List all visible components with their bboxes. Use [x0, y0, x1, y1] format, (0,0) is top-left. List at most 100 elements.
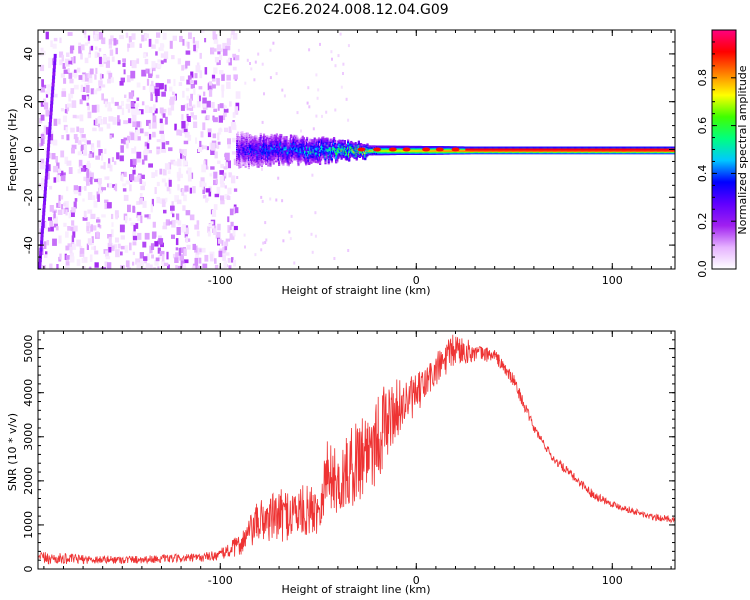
spectrogram-cell: [232, 227, 236, 236]
spectrogram-cell: [117, 60, 121, 65]
spectrogram-cell: [169, 86, 173, 92]
spectrogram-cell: [345, 157, 349, 160]
spectrogram-cell: [183, 248, 187, 256]
spectrogram-cell: [213, 228, 217, 235]
spectrogram-cell: [161, 112, 164, 116]
spectrogram-cell: [172, 213, 175, 218]
spectrogram-cell: [345, 97, 348, 101]
spectrogram-cell: [95, 46, 98, 50]
spectrogram-cell: [202, 186, 205, 194]
spectrogram-cell: [119, 35, 124, 40]
spectrogram-cell: [93, 31, 97, 39]
spectrogram-cell: [95, 155, 100, 160]
spectrogram-cell: [71, 220, 75, 226]
spectrogram-cell: [254, 60, 257, 64]
spectrogram-cell: [187, 75, 192, 80]
spectrogram-cell: [58, 194, 61, 201]
spectrogram-cell: [257, 52, 260, 56]
spectrogram-cell: [58, 235, 62, 244]
spectrogram-cell: [84, 186, 87, 191]
spectrogram-cell: [63, 69, 69, 74]
spectrogram-cell: [77, 169, 82, 174]
spectrogram-cell: [107, 242, 113, 251]
spectrogram-cell: [193, 121, 198, 128]
spectrogram-cell: [217, 104, 220, 111]
spectrogram-cell: [195, 40, 200, 49]
spectrogram-cell: [101, 214, 106, 218]
spectrogram-cell: [121, 100, 124, 107]
spectrogram-cell: [210, 47, 215, 55]
spectrogram-cell: [151, 67, 156, 72]
spectrogram-cell: [217, 132, 220, 141]
spectrogram-cell: [314, 211, 317, 215]
spectrogram-cell: [224, 105, 227, 110]
spectrogram-cell: [159, 250, 165, 256]
spectrogram-cell: [43, 197, 47, 202]
spectrogram-cell: [160, 53, 164, 58]
spectrogram-cell: [189, 80, 194, 84]
spectrogram-cell: [261, 155, 264, 158]
spectrogram-cell: [48, 217, 52, 221]
spectrogram-cell: [233, 206, 236, 215]
spectrogram-cell: [59, 37, 62, 44]
spectrogram-cell: [72, 231, 76, 238]
spectrogram-cell: [328, 158, 331, 161]
spectrogram-cell: [40, 229, 44, 234]
spectrogram-cell: [225, 46, 230, 50]
spectrogram-cell: [127, 43, 131, 48]
spectrogram-cell: [330, 160, 333, 162]
spectrogram-cell: [179, 35, 183, 43]
spectrogram-cell: [327, 159, 330, 162]
spectrogram-cell: [323, 138, 326, 140]
spectrogram-cell: [270, 133, 273, 136]
spectrogram-cell: [228, 172, 232, 178]
spectrogram-cell: [225, 238, 231, 242]
spectrogram-cell: [159, 130, 164, 134]
spectrogram-cell: [183, 64, 187, 70]
spectrogram-cell: [165, 116, 168, 125]
spectrogram-cell: [131, 60, 137, 69]
spectrogram-cell: [38, 258, 42, 263]
spectrogram-cell: [176, 129, 181, 136]
spectrogram-cell: [250, 67, 253, 71]
spectrogram-cell: [63, 202, 67, 206]
spectrogram-cell: [44, 183, 48, 187]
spectrogram-cell: [137, 232, 142, 240]
spectrogram-cell: [189, 214, 195, 221]
spectrogram-cell: [44, 175, 48, 180]
spectrogram-cell: [149, 133, 152, 140]
spectrogram-cell: [104, 148, 107, 154]
spectrogram-cell: [293, 261, 296, 265]
spectrogram-cell: [53, 211, 56, 219]
spectrogram-cell: [58, 201, 61, 208]
spectrogram-cell: [155, 94, 158, 103]
spectrogram-cell: [267, 162, 270, 165]
spectrogram-cell: [180, 105, 185, 111]
spectrogram-cell: [153, 267, 157, 269]
spectrogram-cell: [110, 35, 114, 42]
spectrogram-cell: [278, 164, 281, 166]
spectrogram-cell: [136, 58, 140, 64]
spectrogram-cell: [228, 265, 232, 269]
spectrogram-cell: [305, 160, 308, 163]
spectrogram-cell: [337, 54, 340, 58]
spectrogram-cell: [202, 263, 208, 268]
spectrogram-cell: [317, 140, 321, 143]
spectrogram-cell: [154, 241, 159, 247]
spectrogram-cell: [129, 242, 132, 251]
spectrogram-cell: [166, 251, 169, 260]
spectrogram-cell: [139, 252, 144, 259]
spectrogram-cell: [64, 264, 70, 269]
spectrogram-cell: [99, 225, 102, 229]
spectrogram-cell: [181, 125, 185, 133]
spectrogram-cell: [93, 245, 96, 251]
spectrogram-cell: [234, 106, 239, 114]
spectrogram-cell: [314, 161, 317, 164]
spectrogram-cell: [227, 187, 232, 195]
spectrogram-cell: [58, 118, 61, 125]
spectrogram-cell: [253, 156, 256, 158]
spectrogram-cell: [239, 146, 242, 149]
spectrogram-cell: [86, 169, 90, 176]
spectrogram-cell: [96, 88, 101, 92]
spectrogram-cell: [185, 131, 190, 138]
